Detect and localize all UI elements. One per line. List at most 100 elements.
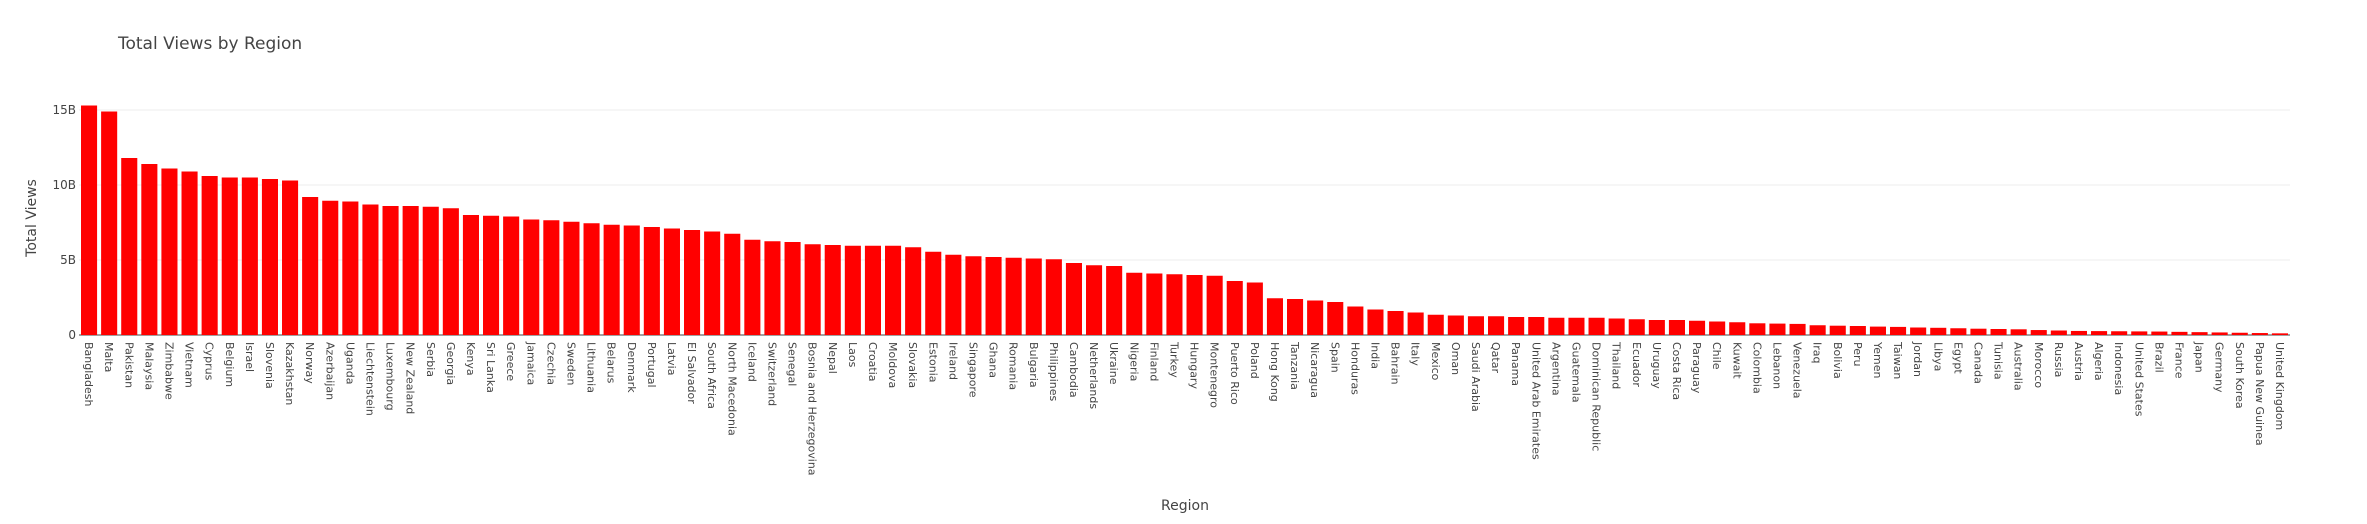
bar[interactable] — [2251, 333, 2268, 335]
bar[interactable] — [1829, 325, 1846, 335]
bar[interactable] — [161, 168, 178, 336]
bar[interactable] — [101, 111, 118, 336]
bar[interactable] — [1467, 316, 1484, 335]
bar[interactable] — [282, 180, 299, 336]
bar[interactable] — [1045, 259, 1062, 335]
bar[interactable] — [81, 105, 98, 336]
bar[interactable] — [1166, 274, 1183, 335]
bar[interactable] — [1769, 323, 1786, 335]
bar[interactable] — [663, 228, 680, 336]
bar[interactable] — [1709, 321, 1726, 336]
bar[interactable] — [121, 158, 138, 335]
bar[interactable] — [2070, 330, 2087, 335]
bar[interactable] — [302, 197, 319, 335]
bar[interactable] — [322, 200, 339, 335]
bar[interactable] — [1990, 329, 2007, 335]
bar[interactable] — [442, 208, 459, 335]
bar[interactable] — [2111, 331, 2128, 335]
bar[interactable] — [1789, 323, 1806, 335]
bar[interactable] — [1387, 311, 1404, 335]
bar[interactable] — [1508, 317, 1525, 335]
bar[interactable] — [2271, 333, 2288, 335]
bar[interactable] — [1086, 265, 1103, 335]
bar[interactable] — [2191, 332, 2208, 335]
bar[interactable] — [1970, 328, 1987, 335]
bar[interactable] — [1287, 299, 1304, 335]
bar[interactable] — [1869, 326, 1886, 335]
bar[interactable] — [905, 247, 922, 335]
bar[interactable] — [1849, 326, 1866, 335]
bar[interactable] — [1809, 325, 1826, 335]
bar[interactable] — [221, 177, 238, 336]
bar[interactable] — [1126, 272, 1143, 335]
bar[interactable] — [543, 220, 560, 335]
bar[interactable] — [462, 215, 479, 335]
bar[interactable] — [382, 206, 399, 335]
bar[interactable] — [1930, 327, 1947, 335]
bar[interactable] — [945, 254, 962, 335]
bar[interactable] — [764, 241, 781, 335]
bar[interactable] — [2091, 331, 2108, 335]
bar[interactable] — [2211, 332, 2228, 335]
bar[interactable] — [362, 204, 379, 336]
bar[interactable] — [603, 224, 620, 335]
bar[interactable] — [1608, 318, 1625, 336]
bar[interactable] — [2010, 329, 2027, 335]
bar[interactable] — [864, 245, 881, 335]
bar[interactable] — [1347, 306, 1364, 336]
bar[interactable] — [1025, 258, 1042, 336]
bar[interactable] — [241, 177, 258, 336]
bar[interactable] — [985, 257, 1002, 335]
bar[interactable] — [1950, 328, 1967, 335]
bar[interactable] — [1146, 273, 1163, 336]
bar[interactable] — [2131, 331, 2148, 335]
bar[interactable] — [1890, 326, 1907, 335]
bar[interactable] — [1427, 314, 1444, 335]
bar[interactable] — [2030, 330, 2047, 335]
bar[interactable] — [643, 227, 660, 335]
bar[interactable] — [1689, 320, 1706, 335]
bar[interactable] — [1729, 322, 1746, 335]
bar[interactable] — [342, 201, 359, 336]
bar[interactable] — [523, 219, 540, 336]
bar[interactable] — [744, 239, 761, 335]
bar[interactable] — [784, 242, 801, 335]
bar[interactable] — [1327, 302, 1344, 335]
bar[interactable] — [925, 251, 942, 335]
bar[interactable] — [1749, 323, 1766, 335]
bar[interactable] — [1588, 317, 1605, 335]
bar[interactable] — [724, 233, 741, 335]
bar[interactable] — [201, 176, 218, 335]
bar[interactable] — [623, 225, 640, 336]
bar[interactable] — [804, 244, 821, 335]
bar[interactable] — [844, 245, 861, 335]
bar[interactable] — [483, 215, 500, 335]
bar[interactable] — [1628, 319, 1645, 335]
bar[interactable] — [402, 206, 419, 335]
bar[interactable] — [1065, 263, 1082, 335]
bar[interactable] — [1266, 298, 1283, 335]
bar[interactable] — [1648, 320, 1665, 335]
bar[interactable] — [1206, 275, 1223, 335]
bar[interactable] — [261, 179, 278, 335]
bar[interactable] — [1307, 300, 1324, 336]
bar[interactable] — [1367, 309, 1384, 336]
bar[interactable] — [2171, 331, 2188, 335]
bar[interactable] — [422, 206, 439, 335]
bar[interactable] — [141, 164, 158, 335]
bar[interactable] — [885, 245, 902, 335]
bar[interactable] — [563, 221, 580, 335]
bar[interactable] — [1246, 282, 1263, 336]
bar[interactable] — [1186, 275, 1203, 335]
bar[interactable] — [503, 216, 520, 336]
bar[interactable] — [1668, 320, 1685, 335]
bar[interactable] — [2151, 331, 2168, 335]
bar[interactable] — [1488, 316, 1505, 335]
bar[interactable] — [1226, 281, 1243, 335]
bar[interactable] — [2231, 332, 2248, 335]
bar[interactable] — [1548, 317, 1565, 335]
bar[interactable] — [583, 223, 600, 335]
bar[interactable] — [2050, 330, 2067, 336]
bar[interactable] — [824, 245, 841, 335]
bar[interactable] — [1407, 312, 1424, 336]
